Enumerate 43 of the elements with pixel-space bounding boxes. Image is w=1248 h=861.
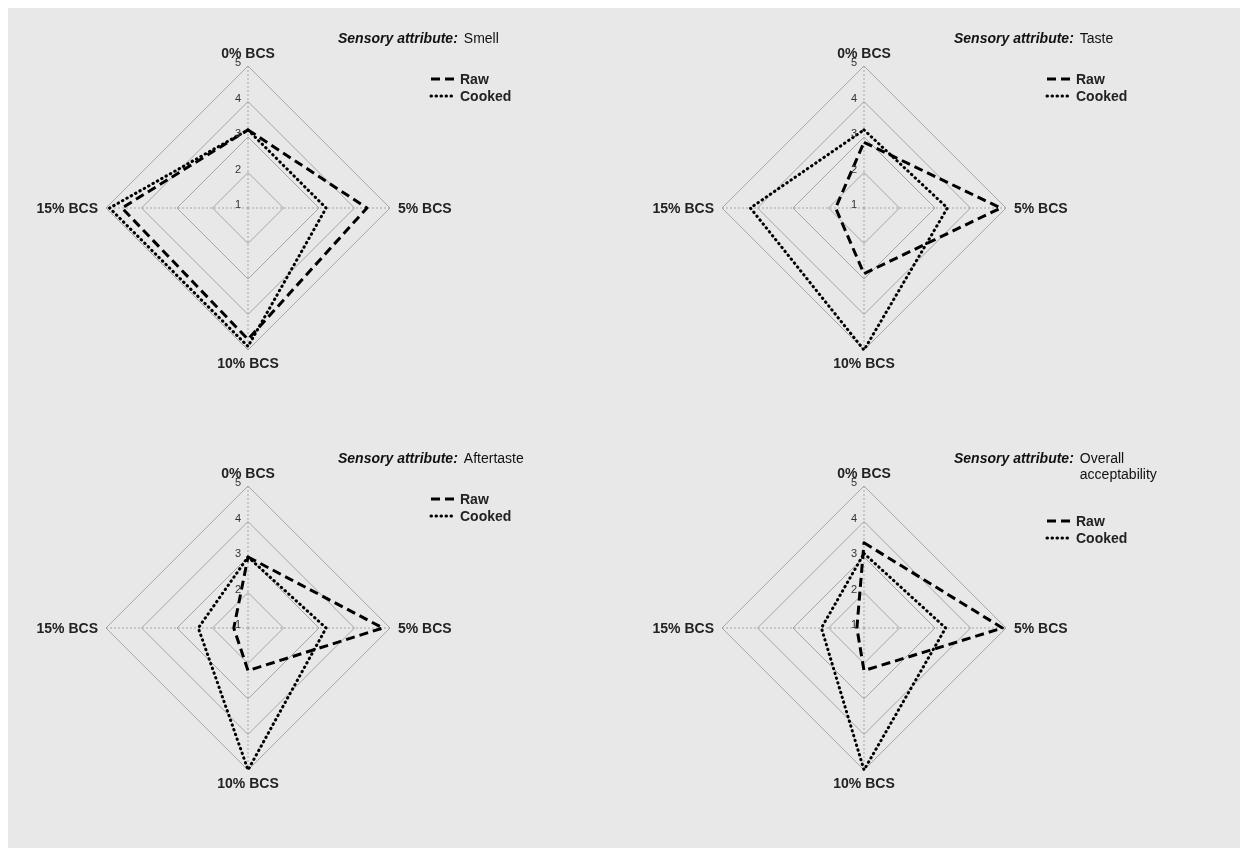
spoke-label: 15% BCS (652, 199, 714, 216)
legend-label: Cooked (1076, 87, 1128, 104)
spoke-label: 5% BCS (1014, 199, 1068, 216)
spoke-label: 15% BCS (652, 619, 714, 636)
legend-label: Cooked (1076, 529, 1128, 546)
spoke-label: 15% BCS (36, 619, 98, 636)
y-tick-label: 4 (850, 511, 857, 524)
legend-label: Cooked (460, 87, 512, 104)
spoke-label: 10% BCS (217, 354, 279, 371)
y-tick-label: 2 (234, 582, 241, 595)
spoke-label: 10% BCS (833, 354, 895, 371)
y-tick-label: 4 (234, 91, 241, 104)
legend-label: Raw (1076, 512, 1105, 529)
y-tick-label: 2 (850, 162, 857, 175)
y-tick-label: 3 (234, 547, 241, 559)
chart-subtitle: Smell (463, 30, 500, 46)
chart-subtitle: Taste (1079, 30, 1115, 46)
spoke-label: 5% BCS (398, 619, 452, 636)
chart-title: Sensory attribute: (954, 30, 1074, 46)
spoke-label: 10% BCS (217, 774, 279, 791)
legend-label: Raw (460, 70, 489, 87)
y-tick-label: 2 (234, 162, 241, 175)
y-tick-label: 1 (234, 198, 241, 210)
spoke-label: 15% BCS (36, 199, 98, 216)
y-tick-label: 1 (234, 618, 241, 630)
legend-label: Raw (1076, 70, 1105, 87)
legend-label: Cooked (460, 507, 512, 524)
y-tick-label: 1 (850, 198, 857, 210)
spoke-label: 10% BCS (833, 774, 895, 791)
y-tick-label: 2 (850, 582, 857, 595)
chart-title: Sensory attribute: (338, 30, 458, 46)
y-tick-label: 4 (850, 91, 857, 104)
spoke-label: 5% BCS (1014, 619, 1068, 636)
chart-title: Sensory attribute: (954, 450, 1074, 468)
legend-label: Raw (460, 490, 489, 507)
y-tick-label: 3 (850, 547, 857, 559)
chart-subtitle: Aftertaste (463, 450, 525, 466)
spoke-label: 5% BCS (398, 199, 452, 216)
chart-subtitle: Overall acceptability (1079, 450, 1158, 482)
y-tick-label: 4 (234, 511, 241, 524)
y-tick-label: 3 (850, 127, 857, 139)
chart-title: Sensory attribute: (338, 450, 458, 466)
y-tick-label: 1 (850, 618, 857, 630)
